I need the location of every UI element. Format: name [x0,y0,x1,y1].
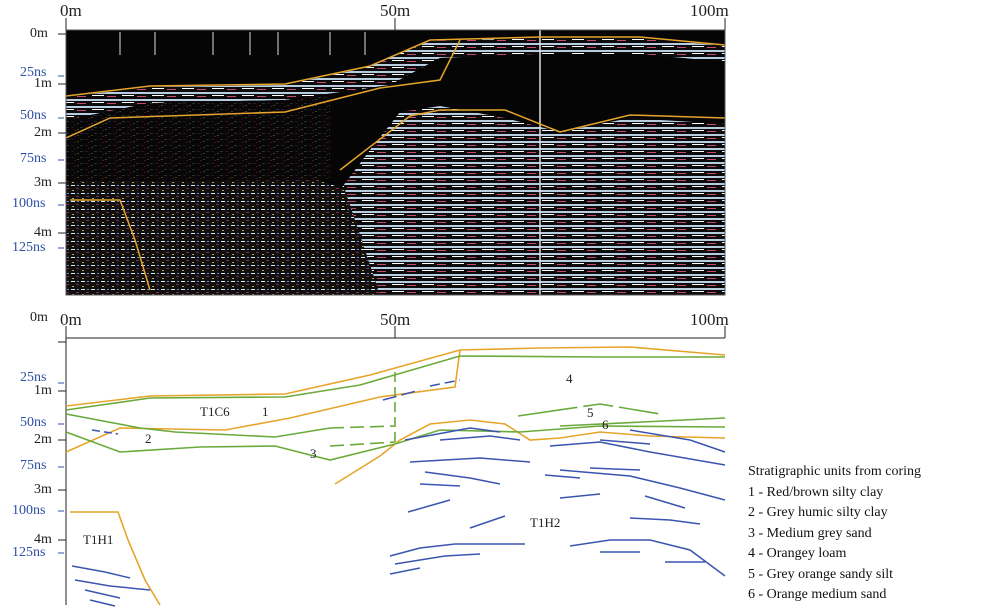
legend: Stratigraphic units from coring 1 - Red/… [748,462,921,606]
top-distance-label-100: 100m [690,1,729,20]
bottom-time-100ns: 100ns [12,503,46,518]
top-time-50ns: 50ns [20,108,47,123]
legend-title: Stratigraphic units from coring [748,464,922,479]
bottom-time-75ns: 75ns [20,458,47,473]
unit-label-t1c6: T1C6 [200,404,230,419]
bottom-depth-0m: 0m [30,310,48,325]
legend-item-6: 6 - Orange medium sand [748,587,887,602]
orange-horizons [65,346,726,606]
legend-item-1: 1 - Red/brown silty clay [748,484,884,500]
bottom-depth-4m: 4m [34,532,52,547]
radargram-image [66,30,725,295]
top-distance-label-50: 50m [380,1,411,20]
legend-item-5: 5 - Grey orange sandy silt [748,566,894,582]
bottom-distance-label-100: 100m [690,310,729,329]
top-depth-0m: 0m [30,26,48,41]
unit-label-t1h1: T1H1 [83,532,114,547]
unit-label-6: 6 [602,417,609,432]
interpretation-panel [58,326,726,607]
green-horizons [65,355,726,461]
top-time-75ns: 75ns [20,151,47,166]
unit-label-5: 5 [587,405,594,420]
legend-item-3: 3 - Medium grey sand [748,525,872,541]
unit-label-1: 1 [262,404,269,419]
legend-item-4: 4 - Orangey loam [748,546,847,561]
legend-item-2: 2 - Grey humic silty clay [748,505,888,520]
bottom-distance-label-0: 0m [60,310,82,329]
top-time-25ns: 25ns [20,65,47,80]
unit-label-4: 4 [566,371,573,386]
top-depth-2m: 2m [34,125,52,140]
bottom-depth-3m: 3m [34,482,52,497]
top-axis-ticks [58,18,726,249]
bottom-depth-2m: 2m [34,432,52,447]
bottom-time-50ns: 50ns [20,415,47,430]
bottom-depth-1m: 1m [34,383,52,398]
top-depth-1m: 1m [34,76,52,91]
top-depth-3m: 3m [34,175,52,190]
bottom-time-25ns: 25ns [20,370,47,385]
bottom-time-125ns: 125ns [12,545,46,560]
top-time-100ns: 100ns [12,196,46,211]
unit-label-t1h2: T1H2 [530,515,561,530]
unit-label-2: 2 [145,431,152,446]
unit-label-3: 3 [310,446,317,461]
bottom-distance-label-50: 50m [380,310,411,329]
top-time-125ns: 125ns [12,240,46,255]
top-distance-label-0: 0m [60,1,82,20]
top-depth-4m: 4m [34,225,52,240]
blue-reflectors [71,379,726,607]
